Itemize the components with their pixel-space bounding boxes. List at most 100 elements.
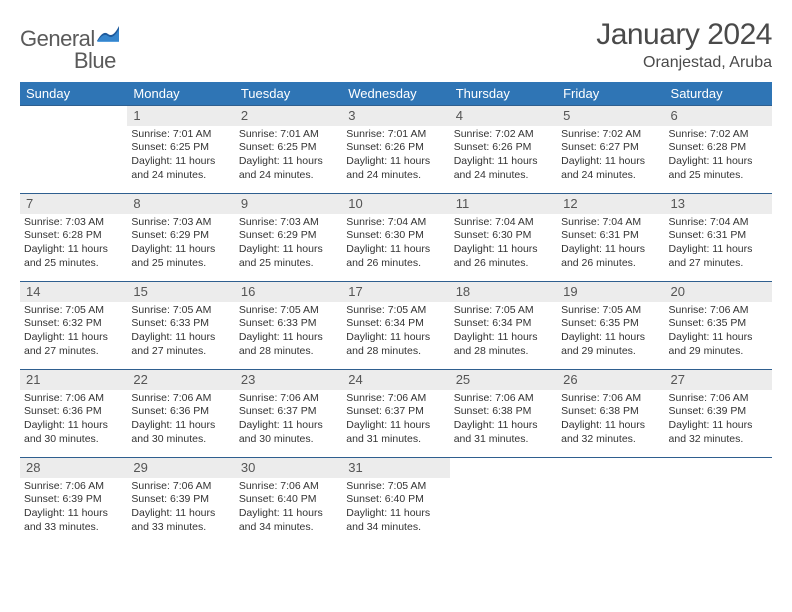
calendar-cell: 15Sunrise: 7:05 AMSunset: 6:33 PMDayligh… (127, 282, 234, 370)
detail-line: Daylight: 11 hours (561, 243, 660, 257)
detail-line: Daylight: 11 hours (239, 507, 338, 521)
calendar-cell: 16Sunrise: 7:05 AMSunset: 6:33 PMDayligh… (235, 282, 342, 370)
detail-line: Daylight: 11 hours (561, 155, 660, 169)
detail-line: and 34 minutes. (239, 521, 338, 535)
day-number: 14 (20, 282, 127, 302)
detail-line: Sunrise: 7:04 AM (454, 216, 553, 230)
detail-line: Sunrise: 7:05 AM (131, 304, 230, 318)
calendar-cell: 23Sunrise: 7:06 AMSunset: 6:37 PMDayligh… (235, 370, 342, 458)
detail-line: Sunset: 6:37 PM (239, 405, 338, 419)
detail-line: and 26 minutes. (346, 257, 445, 271)
detail-line: Daylight: 11 hours (346, 331, 445, 345)
day-number: 30 (235, 458, 342, 478)
day-details: Sunrise: 7:03 AMSunset: 6:29 PMDaylight:… (235, 214, 342, 275)
detail-line: Sunrise: 7:06 AM (239, 480, 338, 494)
detail-line: Sunrise: 7:04 AM (561, 216, 660, 230)
detail-line: Sunset: 6:26 PM (454, 141, 553, 155)
detail-line: Sunrise: 7:06 AM (669, 392, 768, 406)
day-details: Sunrise: 7:05 AMSunset: 6:40 PMDaylight:… (342, 478, 449, 539)
detail-line: Daylight: 11 hours (454, 243, 553, 257)
day-number: 3 (342, 106, 449, 126)
detail-line: Sunrise: 7:05 AM (346, 480, 445, 494)
detail-line: Daylight: 11 hours (669, 331, 768, 345)
detail-line: Daylight: 11 hours (24, 507, 123, 521)
detail-line: and 30 minutes. (239, 433, 338, 447)
day-number: 6 (665, 106, 772, 126)
detail-line: Sunrise: 7:06 AM (561, 392, 660, 406)
detail-line: Sunrise: 7:02 AM (561, 128, 660, 142)
detail-line: Sunrise: 7:06 AM (454, 392, 553, 406)
detail-line: Sunrise: 7:03 AM (239, 216, 338, 230)
day-details: Sunrise: 7:05 AMSunset: 6:35 PMDaylight:… (557, 302, 664, 363)
day-details: Sunrise: 7:05 AMSunset: 6:33 PMDaylight:… (235, 302, 342, 363)
detail-line: and 28 minutes. (239, 345, 338, 359)
day-details: Sunrise: 7:06 AMSunset: 6:39 PMDaylight:… (665, 390, 772, 451)
detail-line: and 24 minutes. (561, 169, 660, 183)
calendar-cell: 31Sunrise: 7:05 AMSunset: 6:40 PMDayligh… (342, 458, 449, 546)
calendar-cell: 17Sunrise: 7:05 AMSunset: 6:34 PMDayligh… (342, 282, 449, 370)
detail-line: Daylight: 11 hours (346, 419, 445, 433)
detail-line: Sunrise: 7:02 AM (669, 128, 768, 142)
calendar-cell (557, 458, 664, 546)
detail-line: and 27 minutes. (669, 257, 768, 271)
detail-line: Sunset: 6:35 PM (561, 317, 660, 331)
detail-line: Sunset: 6:36 PM (24, 405, 123, 419)
day-number: 24 (342, 370, 449, 390)
detail-line: and 25 minutes. (131, 257, 230, 271)
detail-line: Sunset: 6:28 PM (669, 141, 768, 155)
detail-line: Sunrise: 7:01 AM (131, 128, 230, 142)
calendar-cell: 14Sunrise: 7:05 AMSunset: 6:32 PMDayligh… (20, 282, 127, 370)
detail-line: Daylight: 11 hours (24, 419, 123, 433)
detail-line: and 28 minutes. (454, 345, 553, 359)
detail-line: and 24 minutes. (346, 169, 445, 183)
detail-line: Daylight: 11 hours (454, 155, 553, 169)
day-details: Sunrise: 7:03 AMSunset: 6:28 PMDaylight:… (20, 214, 127, 275)
detail-line: Sunset: 6:30 PM (346, 229, 445, 243)
detail-line: Sunrise: 7:04 AM (669, 216, 768, 230)
detail-line: Daylight: 11 hours (239, 331, 338, 345)
detail-line: Sunset: 6:33 PM (239, 317, 338, 331)
calendar-cell: 7Sunrise: 7:03 AMSunset: 6:28 PMDaylight… (20, 194, 127, 282)
detail-line: Daylight: 11 hours (24, 331, 123, 345)
day-header: Sunday (20, 82, 127, 106)
brand-word-blue: Blue (74, 48, 116, 74)
detail-line: Sunset: 6:31 PM (669, 229, 768, 243)
detail-line: Daylight: 11 hours (346, 155, 445, 169)
day-header: Wednesday (342, 82, 449, 106)
detail-line: Sunrise: 7:03 AM (24, 216, 123, 230)
detail-line: and 24 minutes. (131, 169, 230, 183)
detail-line: Sunset: 6:25 PM (239, 141, 338, 155)
calendar-cell: 22Sunrise: 7:06 AMSunset: 6:36 PMDayligh… (127, 370, 234, 458)
day-header: Monday (127, 82, 234, 106)
detail-line: Sunrise: 7:01 AM (239, 128, 338, 142)
detail-line: Sunset: 6:25 PM (131, 141, 230, 155)
detail-line: Daylight: 11 hours (24, 243, 123, 257)
detail-line: Daylight: 11 hours (131, 419, 230, 433)
detail-line: Sunset: 6:33 PM (131, 317, 230, 331)
detail-line: Sunrise: 7:05 AM (239, 304, 338, 318)
detail-line: Sunrise: 7:05 AM (24, 304, 123, 318)
day-details: Sunrise: 7:06 AMSunset: 6:36 PMDaylight:… (127, 390, 234, 451)
calendar-cell: 24Sunrise: 7:06 AMSunset: 6:37 PMDayligh… (342, 370, 449, 458)
day-details: Sunrise: 7:04 AMSunset: 6:30 PMDaylight:… (450, 214, 557, 275)
detail-line: Daylight: 11 hours (454, 419, 553, 433)
detail-line: and 25 minutes. (24, 257, 123, 271)
calendar-cell: 20Sunrise: 7:06 AMSunset: 6:35 PMDayligh… (665, 282, 772, 370)
day-details: Sunrise: 7:06 AMSunset: 6:39 PMDaylight:… (20, 478, 127, 539)
detail-line: Sunrise: 7:06 AM (239, 392, 338, 406)
day-header: Tuesday (235, 82, 342, 106)
day-number: 13 (665, 194, 772, 214)
detail-line: Daylight: 11 hours (131, 243, 230, 257)
calendar-cell: 29Sunrise: 7:06 AMSunset: 6:39 PMDayligh… (127, 458, 234, 546)
detail-line: Sunrise: 7:05 AM (454, 304, 553, 318)
calendar-cell: 8Sunrise: 7:03 AMSunset: 6:29 PMDaylight… (127, 194, 234, 282)
day-details: Sunrise: 7:06 AMSunset: 6:38 PMDaylight:… (557, 390, 664, 451)
detail-line: Daylight: 11 hours (561, 331, 660, 345)
detail-line: Sunset: 6:26 PM (346, 141, 445, 155)
detail-line: Daylight: 11 hours (239, 155, 338, 169)
title-block: January 2024 Oranjestad, Aruba (596, 18, 772, 72)
detail-line: and 32 minutes. (561, 433, 660, 447)
detail-line: Sunset: 6:40 PM (346, 493, 445, 507)
day-details: Sunrise: 7:04 AMSunset: 6:31 PMDaylight:… (557, 214, 664, 275)
calendar-cell: 1Sunrise: 7:01 AMSunset: 6:25 PMDaylight… (127, 106, 234, 194)
